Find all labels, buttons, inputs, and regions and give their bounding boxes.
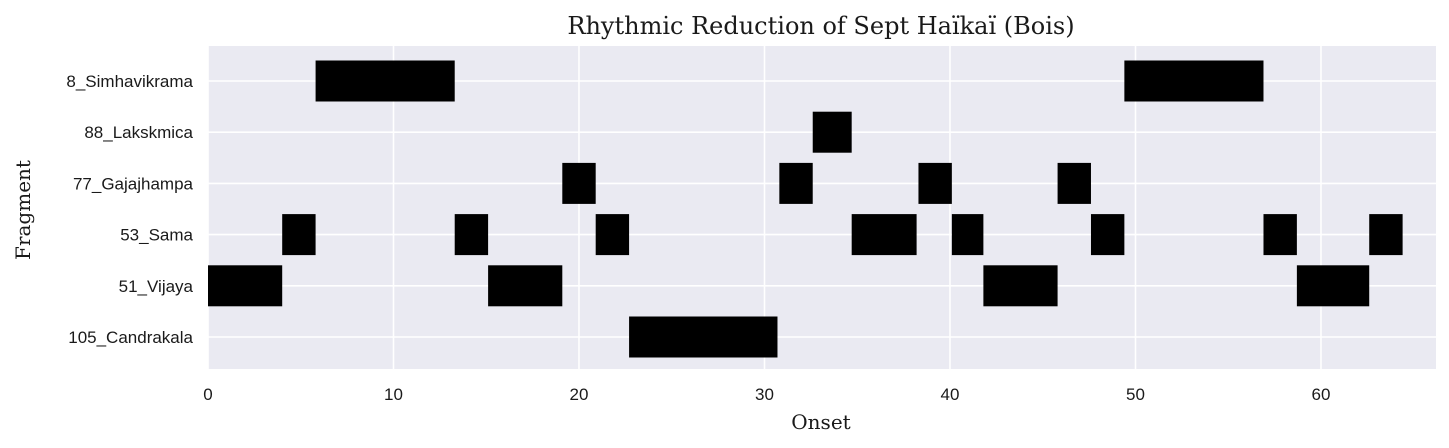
y-tick-label: 88_Lakskmica — [84, 123, 193, 142]
timeline-bar — [1057, 162, 1091, 204]
x-axis-ticks: 0 10 20 30 40 50 60 — [203, 385, 1330, 404]
y-tick-label: 51_Vijaya — [119, 277, 194, 296]
timeline-bar — [851, 214, 917, 256]
x-tick-label: 60 — [1312, 385, 1331, 404]
y-tick-label: 8_Simhavikrama — [66, 72, 193, 91]
x-tick-label: 40 — [941, 385, 960, 404]
x-tick-label: 20 — [570, 385, 589, 404]
x-tick-label: 50 — [1126, 385, 1145, 404]
timeline-bar — [812, 111, 852, 153]
timeline-bar — [918, 162, 952, 204]
timeline-bar — [488, 265, 563, 307]
timeline-bar — [951, 214, 984, 256]
timeline-bar — [1090, 214, 1125, 256]
timeline-bars — [208, 60, 1403, 358]
timeline-bar — [1263, 214, 1297, 256]
y-axis-ticks: 8_Simhavikrama 88_Lakskmica 77_Gajajhampa 5… — [66, 72, 193, 347]
timeline-bar — [454, 214, 489, 256]
y-tick-label: 77_Gajajhampa — [73, 174, 194, 193]
timeline-bar — [629, 316, 778, 358]
timeline-bar — [1124, 60, 1264, 102]
x-tick-label: 10 — [384, 385, 403, 404]
y-tick-label: 105_Candrakala — [68, 328, 193, 347]
timeline-bar — [1369, 214, 1403, 256]
x-tick-label: 30 — [755, 385, 774, 404]
timeline-bar — [208, 265, 283, 307]
x-axis-label: Onset — [791, 410, 850, 434]
y-tick-label: 53_Sama — [120, 226, 193, 245]
timeline-bar — [1296, 265, 1370, 307]
y-axis-label: Fragment — [11, 160, 35, 260]
chart-title: Rhythmic Reduction of Sept Haïkaï (Bois) — [567, 12, 1074, 40]
timeline-bar — [983, 265, 1058, 307]
x-tick-label: 0 — [203, 385, 212, 404]
timeline-bar — [282, 214, 316, 256]
timeline-bar — [562, 162, 596, 204]
timeline-bar — [315, 60, 455, 102]
timeline-bar — [595, 214, 630, 256]
timeline-bar — [779, 162, 813, 204]
